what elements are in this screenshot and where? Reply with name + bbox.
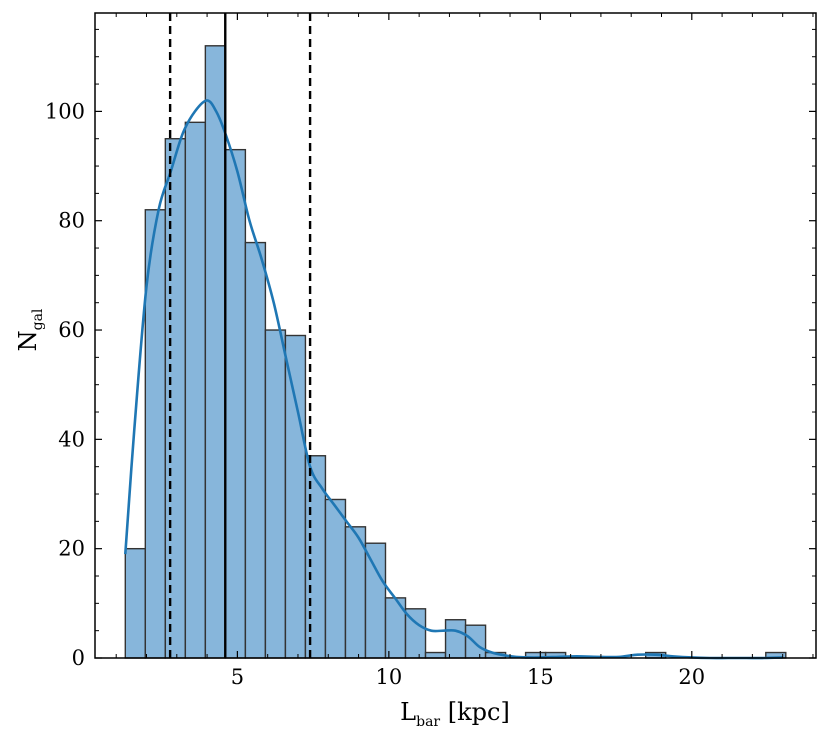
histogram-bar <box>464 624 487 659</box>
histogram-bar <box>444 619 467 659</box>
histogram-bar <box>244 241 267 659</box>
histogram-bar <box>424 651 447 659</box>
x-tick-label: 10 <box>375 665 402 689</box>
axis-ticks <box>95 13 816 659</box>
kde-curve-group <box>123 99 783 660</box>
histogram-bar <box>164 138 187 659</box>
x-tick-label: 20 <box>678 665 705 689</box>
histogram-bars <box>124 45 787 659</box>
y-tick-label: 20 <box>58 537 85 561</box>
y-axis-label: Ngal <box>14 308 46 351</box>
kde-curve <box>123 99 783 660</box>
y-tick-label: 0 <box>72 646 85 670</box>
tick-labels: 5 10 15 20 0 20 40 60 80 100 <box>45 99 705 689</box>
x-tick-label: 5 <box>231 665 244 689</box>
histogram-bar <box>224 148 247 659</box>
reference-lines <box>168 13 312 658</box>
x-tick-label: 15 <box>527 665 554 689</box>
y-tick-label: 100 <box>45 99 85 123</box>
y-tick-label: 40 <box>58 427 85 451</box>
histogram-bar <box>364 542 387 659</box>
histogram-bar <box>264 329 287 659</box>
histogram-bar <box>124 547 147 659</box>
y-tick-label: 80 <box>58 209 85 233</box>
histogram-bar <box>184 121 207 659</box>
histogram-bar <box>304 455 327 659</box>
histogram-bar <box>284 334 307 659</box>
x-axis-label: Lbar [kpc] <box>400 698 510 730</box>
histogram-bar <box>204 45 227 659</box>
y-tick-label: 60 <box>58 318 85 342</box>
histogram-bar <box>324 498 347 659</box>
plot-frame <box>94 12 817 659</box>
